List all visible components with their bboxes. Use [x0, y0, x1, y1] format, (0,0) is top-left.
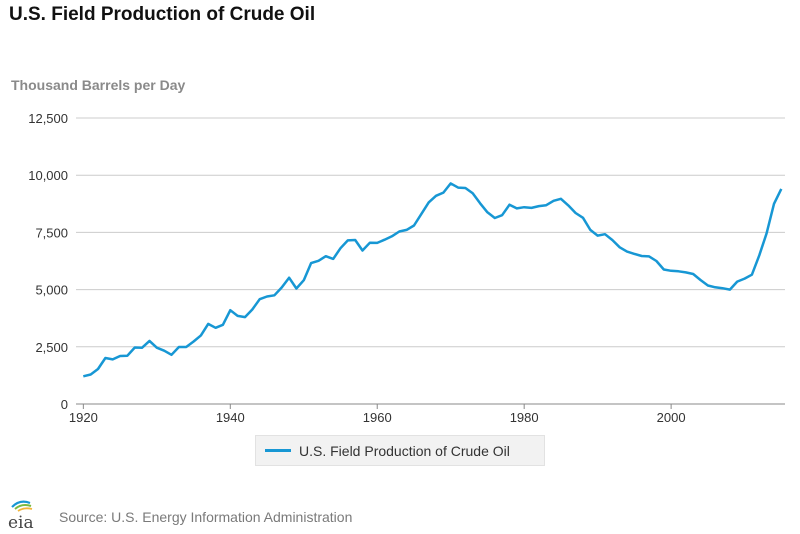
- source-note: Source: U.S. Energy Information Administ…: [59, 509, 353, 525]
- x-tick-label: 1920: [69, 410, 98, 425]
- y-tick-labels: 0 2,500 5,000 7,500 10,000 12,500: [28, 111, 68, 412]
- x-tick-label: 2000: [657, 410, 686, 425]
- y-tick-label: 2,500: [35, 340, 68, 355]
- logo-wordmark: eia: [8, 513, 34, 531]
- x-tick-label: 1940: [216, 410, 245, 425]
- y-tick-label: 12,500: [28, 111, 68, 126]
- series-line: [83, 182, 783, 378]
- series-group: [83, 182, 783, 378]
- chart-title: U.S. Field Production of Crude Oil: [9, 4, 316, 25]
- x-tick-label: 1960: [363, 410, 392, 425]
- y-tick-label: 0: [61, 397, 68, 412]
- x-tick-label: 1980: [510, 410, 539, 425]
- y-tick-label: 5,000: [35, 283, 68, 298]
- legend-label: U.S. Field Production of Crude Oil: [299, 442, 510, 459]
- y-tick-label: 10,000: [28, 168, 68, 183]
- legend[interactable]: U.S. Field Production of Crude Oil: [255, 435, 545, 466]
- eia-logo-icon: eia: [8, 500, 34, 531]
- gridlines: [76, 117, 785, 348]
- y-tick-label: 7,500: [35, 225, 68, 240]
- x-axis: 1920 1940 1960 1980 2000: [69, 403, 785, 425]
- y-axis-label: Thousand Barrels per Day: [11, 77, 186, 93]
- legend-swatch: [265, 449, 291, 452]
